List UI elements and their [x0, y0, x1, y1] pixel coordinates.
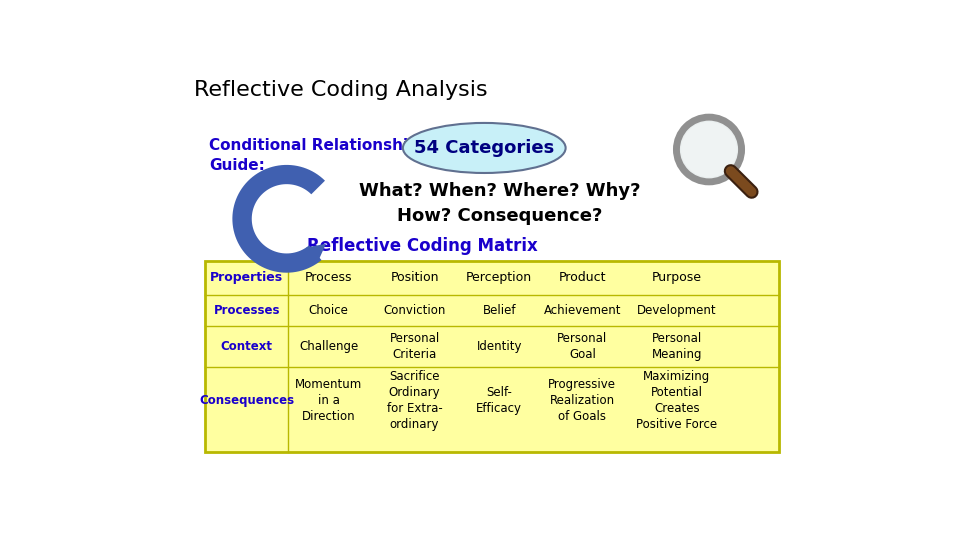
Text: Product: Product [559, 272, 606, 285]
Text: Challenge: Challenge [299, 340, 358, 353]
Text: Conditional Relationship
Guide:: Conditional Relationship Guide: [209, 138, 420, 173]
Text: Personal
Criteria: Personal Criteria [390, 332, 440, 361]
Text: Perception: Perception [467, 272, 532, 285]
Polygon shape [232, 165, 325, 273]
Text: Consequences: Consequences [200, 394, 295, 407]
Text: Personal
Goal: Personal Goal [557, 332, 608, 361]
Polygon shape [306, 244, 326, 264]
Text: Position: Position [391, 272, 439, 285]
Text: Self-
Efficacy: Self- Efficacy [476, 386, 522, 415]
Text: Maximizing
Potential
Creates
Positive Force: Maximizing Potential Creates Positive Fo… [636, 369, 717, 430]
Text: Progressive
Realization
of Goals: Progressive Realization of Goals [548, 377, 616, 423]
Text: Reflective Coding Matrix: Reflective Coding Matrix [307, 237, 538, 255]
Text: Sacrifice
Ordinary
for Extra-
ordinary: Sacrifice Ordinary for Extra- ordinary [387, 369, 443, 430]
Text: Personal
Meaning: Personal Meaning [652, 332, 702, 361]
Text: Process: Process [305, 272, 352, 285]
Bar [205, 261, 779, 452]
Text: Achievement: Achievement [543, 304, 621, 317]
Text: Choice: Choice [308, 304, 348, 317]
Text: What? When? Where? Why?
How? Consequence?: What? When? Where? Why? How? Consequence… [359, 182, 640, 225]
Text: 54 Categories: 54 Categories [414, 139, 554, 157]
Text: Processes: Processes [213, 304, 280, 317]
Text: Identity: Identity [476, 340, 522, 353]
Text: Conviction: Conviction [383, 304, 445, 317]
Text: Belief: Belief [483, 304, 516, 317]
Text: Development: Development [637, 304, 717, 317]
Text: Momentum
in a
Direction: Momentum in a Direction [295, 377, 362, 423]
Ellipse shape [403, 123, 565, 173]
Text: Purpose: Purpose [652, 272, 702, 285]
Circle shape [681, 121, 737, 178]
Text: Reflective Coding Analysis: Reflective Coding Analysis [194, 80, 488, 100]
Text: Context: Context [221, 340, 273, 353]
Text: Properties: Properties [210, 272, 283, 285]
